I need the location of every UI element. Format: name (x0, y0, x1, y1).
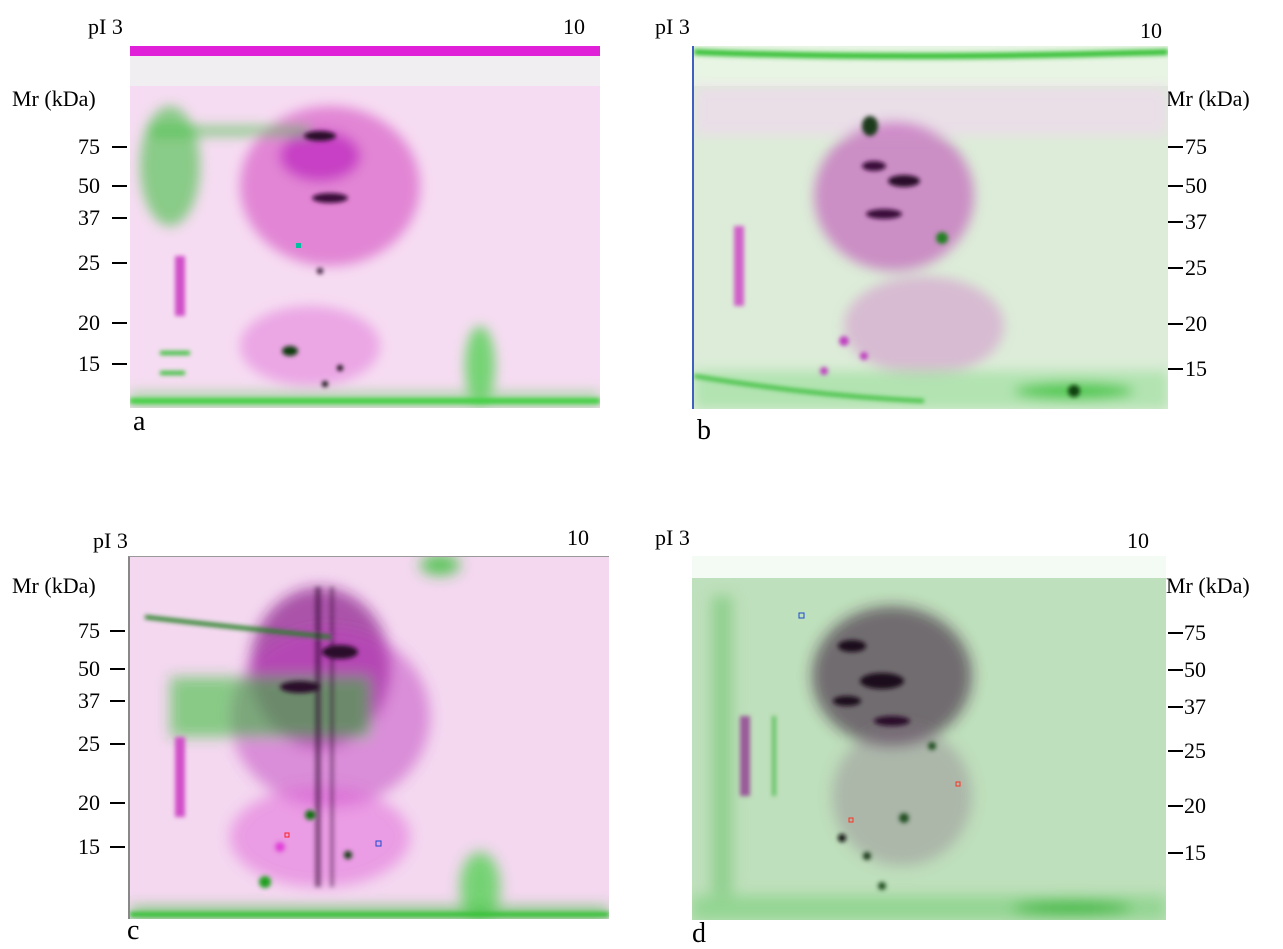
pi-low-label: pI 3 (88, 14, 123, 39)
mr-marker-15: 15 (1184, 840, 1206, 865)
mr-marker-20: 20 (1185, 311, 1207, 336)
mr-tick (112, 146, 127, 148)
mr-marker-50: 50 (78, 656, 100, 681)
pi-low-label: pI 3 (655, 14, 690, 39)
mr-tick (112, 322, 127, 324)
pi-high-label: 10 (1140, 18, 1162, 43)
mr-tick (110, 802, 125, 804)
pi-low-label: pI 3 (655, 525, 690, 550)
mr-marker-25: 25 (1184, 738, 1206, 763)
mr-marker-50: 50 (1184, 657, 1206, 682)
mr-tick (1168, 368, 1183, 370)
mr-marker-20: 20 (1184, 793, 1206, 818)
mr-tick (1168, 805, 1183, 807)
mr-tick (112, 363, 127, 365)
mr-marker-15: 15 (1185, 356, 1207, 381)
mr-axis-label: Mr (kDa) (12, 86, 96, 111)
mr-tick (110, 668, 125, 670)
mr-marker-75: 75 (1185, 134, 1207, 159)
panel-letter-d: d (692, 918, 706, 949)
mr-tick (110, 846, 125, 848)
mr-tick (1168, 750, 1183, 752)
mr-tick (1168, 185, 1183, 187)
mr-axis-label: Mr (kDa) (1166, 573, 1250, 598)
mr-marker-25: 25 (78, 250, 100, 275)
panel-letter-b: b (697, 415, 711, 446)
gel-image-c (128, 556, 609, 919)
mr-marker-20: 20 (78, 310, 100, 335)
pi-low-label: pI 3 (93, 528, 128, 553)
mr-marker-37: 37 (78, 205, 100, 230)
mr-tick (1168, 267, 1183, 269)
mr-tick (1168, 146, 1183, 148)
gel-image-b (692, 46, 1168, 409)
mr-axis-label: Mr (kDa) (1166, 86, 1250, 111)
mr-marker-75: 75 (78, 618, 100, 643)
mr-tick (112, 217, 127, 219)
mr-tick (110, 630, 125, 632)
gel-image-d (692, 556, 1166, 920)
panel-letter-c: c (127, 915, 140, 946)
mr-marker-37: 37 (1184, 694, 1206, 719)
mr-tick (1168, 221, 1183, 223)
mr-marker-25: 25 (78, 731, 100, 756)
mr-tick (1168, 632, 1183, 634)
pi-high-label: 10 (563, 14, 585, 39)
mr-marker-15: 15 (78, 834, 100, 859)
mr-axis-label: Mr (kDa) (12, 573, 96, 598)
gel-image-a (130, 46, 600, 408)
panel-letter-a: a (133, 406, 146, 437)
mr-marker-75: 75 (1184, 620, 1206, 645)
mr-tick (112, 185, 127, 187)
mr-tick (1168, 669, 1183, 671)
pi-high-label: 10 (1127, 528, 1149, 553)
mr-marker-20: 20 (78, 790, 100, 815)
mr-marker-15: 15 (78, 351, 100, 376)
mr-tick (110, 743, 125, 745)
mr-marker-37: 37 (1185, 209, 1207, 234)
mr-marker-50: 50 (78, 173, 100, 198)
mr-tick (110, 700, 125, 702)
mr-tick (1168, 323, 1183, 325)
mr-marker-25: 25 (1185, 255, 1207, 280)
pi-high-label: 10 (567, 525, 589, 550)
mr-marker-37: 37 (78, 688, 100, 713)
mr-tick (1168, 852, 1183, 854)
mr-tick (112, 262, 127, 264)
mr-tick (1168, 706, 1183, 708)
mr-marker-50: 50 (1185, 173, 1207, 198)
mr-marker-75: 75 (78, 134, 100, 159)
